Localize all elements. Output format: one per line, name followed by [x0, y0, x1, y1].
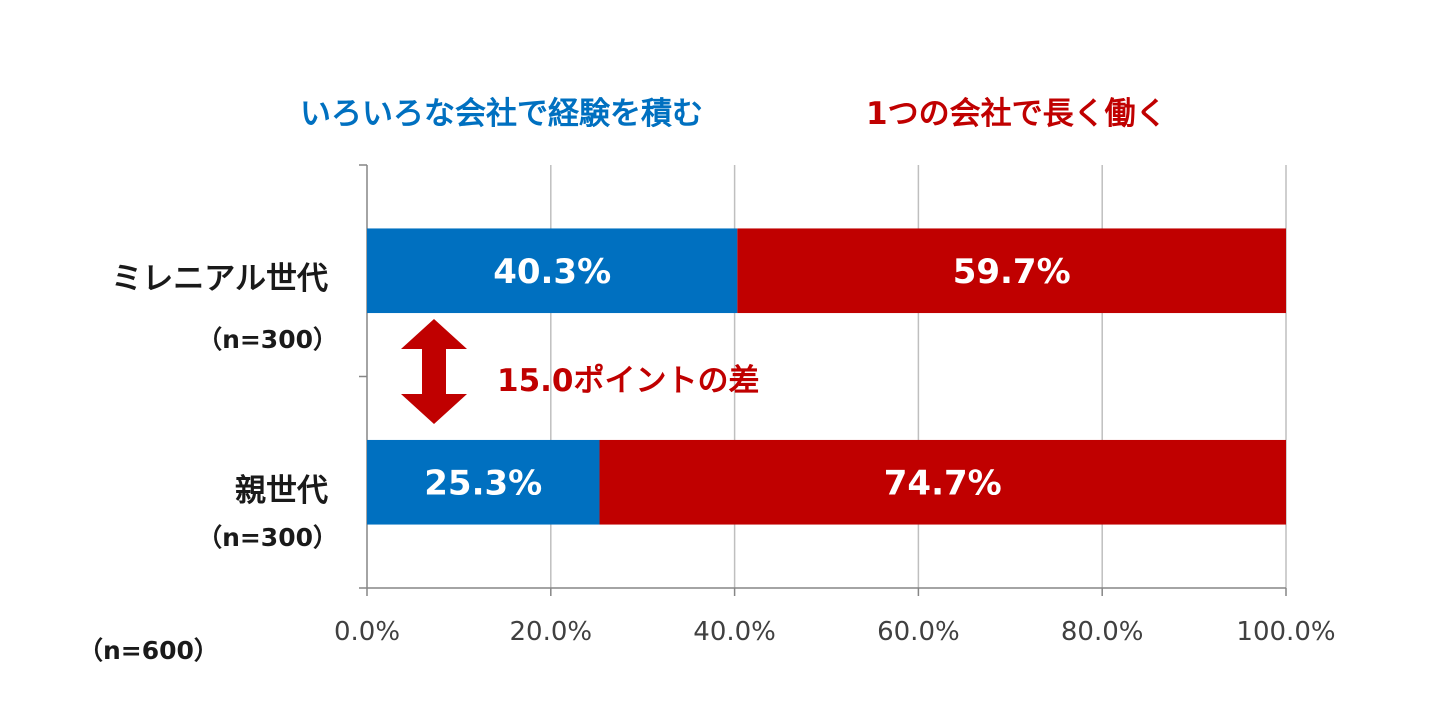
- legend-item-one-company: 1つの会社で長く働く: [866, 96, 1167, 132]
- bar-data-label: 59.7%: [953, 252, 1071, 292]
- bar-data-label: 74.7%: [884, 463, 1002, 503]
- category-sample-parent: （n=300）: [197, 523, 338, 552]
- total-sample-note: （n=600）: [78, 636, 219, 665]
- x-tick-label: 0.0%: [334, 617, 400, 647]
- double-arrow-icon: [401, 319, 467, 424]
- legend-item-experience: いろいろな会社で経験を積む: [300, 96, 703, 132]
- x-tick-label: 60.0%: [877, 617, 960, 647]
- x-tick-label: 40.0%: [693, 617, 776, 647]
- bar-segment: [737, 228, 1286, 314]
- bar-segment: [599, 439, 1286, 525]
- bar-segment: [367, 439, 600, 525]
- bar-data-label: 25.3%: [424, 463, 542, 503]
- category-label-parent: 親世代: [235, 473, 328, 509]
- category-sample-millennial: （n=300）: [197, 325, 338, 354]
- difference-annotation: 15.0ポイントの差: [497, 363, 760, 399]
- bar-segment: [367, 228, 738, 314]
- x-tick-label: 20.0%: [509, 617, 592, 647]
- category-label-millennial: ミレニアル世代: [111, 261, 328, 297]
- x-tick-label: 80.0%: [1061, 617, 1144, 647]
- bar-data-label: 40.3%: [493, 252, 611, 292]
- x-tick-label: 100.0%: [1236, 617, 1335, 647]
